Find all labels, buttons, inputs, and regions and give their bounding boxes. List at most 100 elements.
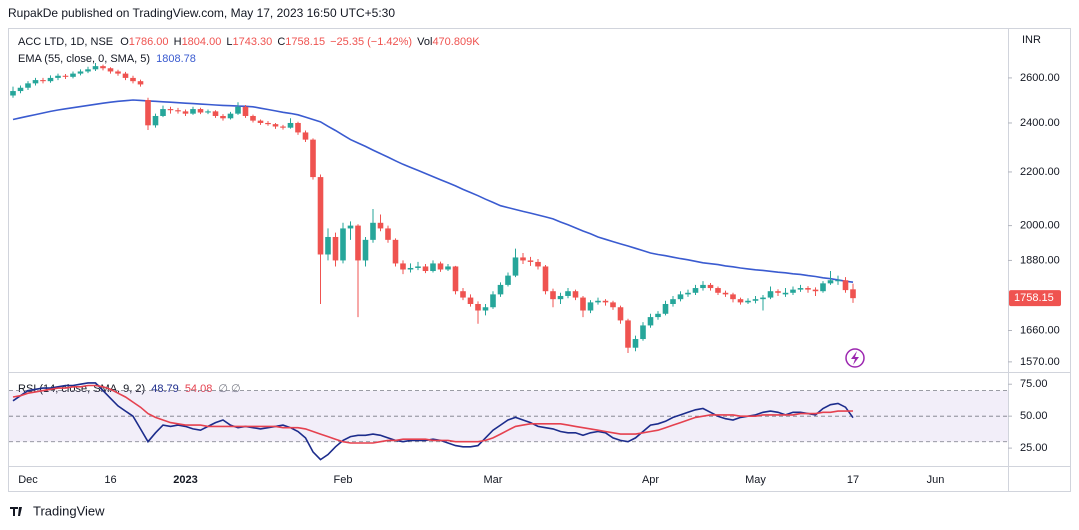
candle-body [535, 261, 541, 267]
candle-body [220, 115, 226, 119]
y-tick-label: 2400.00 [1020, 117, 1060, 129]
close-label: C [277, 36, 285, 48]
candle-body [340, 228, 346, 261]
candle-body [122, 73, 129, 78]
candle-body [677, 294, 684, 300]
candle-body [632, 339, 639, 348]
candle-body [610, 302, 616, 308]
y-tick-label: 1660.00 [1020, 324, 1060, 336]
candle-body [760, 297, 766, 300]
candle-body [737, 299, 744, 303]
footer-text: TradingView [33, 503, 105, 518]
alert-bolt [851, 351, 859, 365]
candle-body [40, 80, 46, 82]
candle-body [100, 66, 106, 69]
low-label: L [226, 36, 232, 48]
candle-body [137, 81, 144, 85]
candle-body [437, 263, 444, 270]
frame [8, 28, 1071, 492]
high-value: 1804.00 [182, 36, 222, 48]
candle-body [827, 280, 834, 284]
y-tick-label: 1570.00 [1020, 356, 1060, 368]
candle-body [467, 297, 474, 304]
candle-body [850, 289, 856, 299]
candle-body [445, 266, 451, 270]
y-tick-label: 2600.00 [1020, 72, 1060, 84]
candle-body [32, 80, 39, 84]
y-tick-label: 1880.00 [1020, 254, 1060, 266]
candle-body [422, 266, 429, 272]
x-tick-label: 16 [104, 474, 116, 486]
candle-body [362, 239, 369, 261]
volume-value: 470.809K [432, 36, 480, 48]
rsi-label: RSI (14, close, SMA, 9, 2) [18, 383, 145, 395]
candle-body [242, 106, 249, 116]
change: −25.35 (−1.42%) [330, 36, 412, 48]
candle-body [257, 120, 264, 123]
candle-body [587, 302, 594, 311]
logo-mark [10, 507, 22, 516]
candle-body [730, 294, 736, 300]
candle-body [700, 284, 706, 289]
candle-body [497, 284, 504, 295]
candle-body [662, 303, 669, 314]
y-tick-label: 2000.00 [1020, 220, 1060, 232]
candle-body [572, 291, 579, 298]
candle-body [752, 299, 759, 301]
candle-body [85, 69, 91, 72]
rsi-line [12, 382, 854, 461]
candle-body [482, 307, 489, 311]
symbol: ACC LTD, 1D, NSE [18, 36, 113, 48]
currency: INR [1022, 34, 1041, 46]
alert-icon[interactable] [845, 348, 865, 368]
rsi-value: 48.79 [151, 383, 179, 395]
candle-body [205, 111, 211, 113]
open-value: 1786.00 [129, 36, 169, 48]
candle-body [130, 77, 136, 82]
candle-body [295, 122, 301, 133]
x-tick-label: Mar [484, 474, 503, 486]
candle-body [745, 300, 751, 303]
candle-body [385, 228, 391, 240]
candle-body [805, 288, 811, 290]
candle-body [77, 71, 84, 74]
candle-body [250, 115, 256, 121]
candle-body [812, 289, 819, 292]
candle-body [505, 275, 511, 285]
rsi-extra: ∅ ∅ [218, 383, 240, 395]
price-tag: 1758.15 [1014, 292, 1054, 304]
candle-body [415, 266, 421, 268]
x-tick-label: Jun [927, 474, 945, 486]
x-tick-label: 2023 [173, 474, 197, 486]
candle-body [565, 291, 571, 296]
x-tick-label: Apr [642, 474, 659, 486]
candle-body [557, 295, 564, 300]
candle-body [640, 325, 646, 340]
rsi-line [12, 384, 854, 444]
candle-body [520, 257, 526, 261]
ema-legend: EMA (55, close, 0, SMA, 5) 1808.78 [18, 53, 196, 65]
high-label: H [174, 36, 182, 48]
candle-body [670, 299, 676, 304]
candle-body [400, 263, 406, 270]
candle-body [490, 294, 496, 308]
candle-body [542, 266, 549, 292]
candle-body [152, 115, 159, 126]
candle-body [370, 222, 376, 240]
candle-body [160, 109, 166, 116]
candle-body [17, 87, 24, 92]
rsi-legend: RSI (14, close, SMA, 9, 2) 48.79 54.08 ∅… [18, 383, 241, 395]
candle-body [625, 320, 631, 348]
x-tick-label: Feb [334, 474, 353, 486]
candle-body [317, 177, 324, 255]
x-tick-label: 17 [847, 474, 859, 486]
candle-body [227, 113, 234, 119]
rsi-ma-value: 54.08 [185, 383, 213, 395]
candle-body [310, 139, 316, 178]
candle-body [655, 313, 661, 318]
y-tick-label: 2200.00 [1020, 166, 1060, 178]
candle-body [332, 236, 339, 261]
candle-body [377, 222, 384, 229]
candle-body [167, 109, 174, 111]
candle-body [235, 106, 241, 114]
